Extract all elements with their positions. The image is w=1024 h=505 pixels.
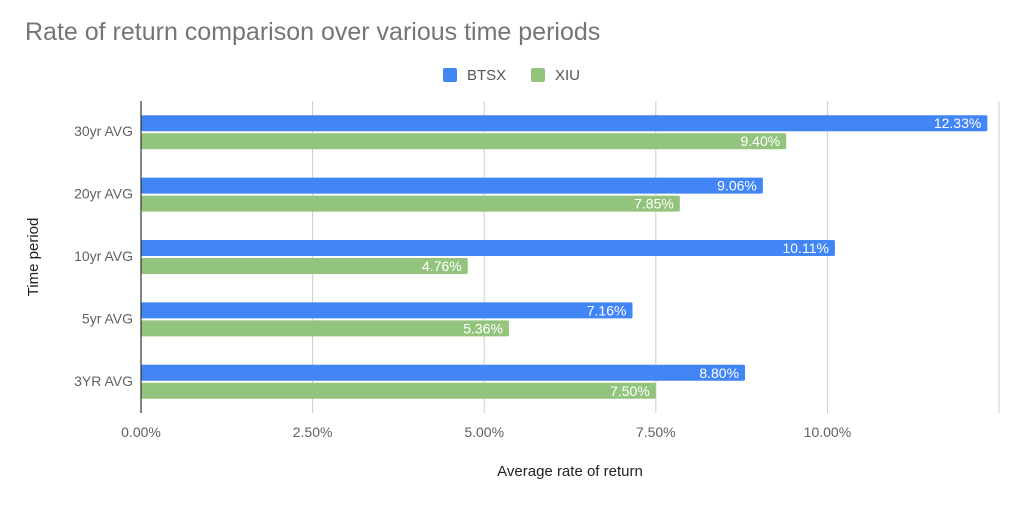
bar-xiu <box>141 195 680 212</box>
x-tick-label: 2.50% <box>293 424 333 440</box>
bar-xiu <box>141 258 468 274</box>
legend: BTSX XIU <box>0 63 1024 87</box>
bar-value-label: 12.33% <box>934 115 981 131</box>
bar-value-label: 9.40% <box>741 133 781 149</box>
bar-value-label: 5.36% <box>463 320 503 336</box>
bar-value-label: 4.76% <box>422 258 462 274</box>
legend-item-xiu[interactable]: XIU <box>531 63 580 87</box>
legend-swatch-xiu <box>531 68 545 82</box>
bar-xiu <box>141 320 509 337</box>
bar-btsx <box>141 177 763 194</box>
y-tick-label: 20yr AVG <box>74 186 133 202</box>
bar-btsx <box>141 240 835 256</box>
legend-label-xiu: XIU <box>555 66 581 84</box>
bar-btsx <box>141 364 746 381</box>
bar-value-label: 8.80% <box>699 365 739 381</box>
bar-value-label: 7.85% <box>634 196 674 212</box>
bar-value-label: 7.16% <box>587 302 627 318</box>
y-tick-label: 3YR AVG <box>74 373 133 389</box>
bar-value-label: 7.50% <box>610 383 650 399</box>
y-tick-label: 30yr AVG <box>74 123 133 139</box>
chart-title: Rate of return comparison over various t… <box>25 18 601 46</box>
y-tick-label: 5yr AVG <box>82 310 133 326</box>
x-tick-label: 7.50% <box>636 424 676 440</box>
x-tick-label: 10.00% <box>804 424 851 440</box>
bar-xiu <box>141 133 787 150</box>
x-tick-label: 0.00% <box>121 424 161 440</box>
bar-btsx <box>141 302 633 319</box>
y-axis-title: Time period <box>25 218 42 297</box>
x-tick-label: 5.00% <box>464 424 504 440</box>
bar-btsx <box>141 115 988 132</box>
bar-value-label: 10.11% <box>782 240 828 256</box>
legend-label-btsx: BTSX <box>467 66 507 84</box>
y-tick-label: 10yr AVG <box>74 248 133 264</box>
legend-item-btsx[interactable]: BTSX <box>443 63 506 87</box>
bar-value-label: 9.06% <box>717 178 757 194</box>
bar-xiu <box>141 382 656 399</box>
x-axis-title: Average rate of return <box>497 463 643 480</box>
legend-swatch-btsx <box>443 68 457 82</box>
